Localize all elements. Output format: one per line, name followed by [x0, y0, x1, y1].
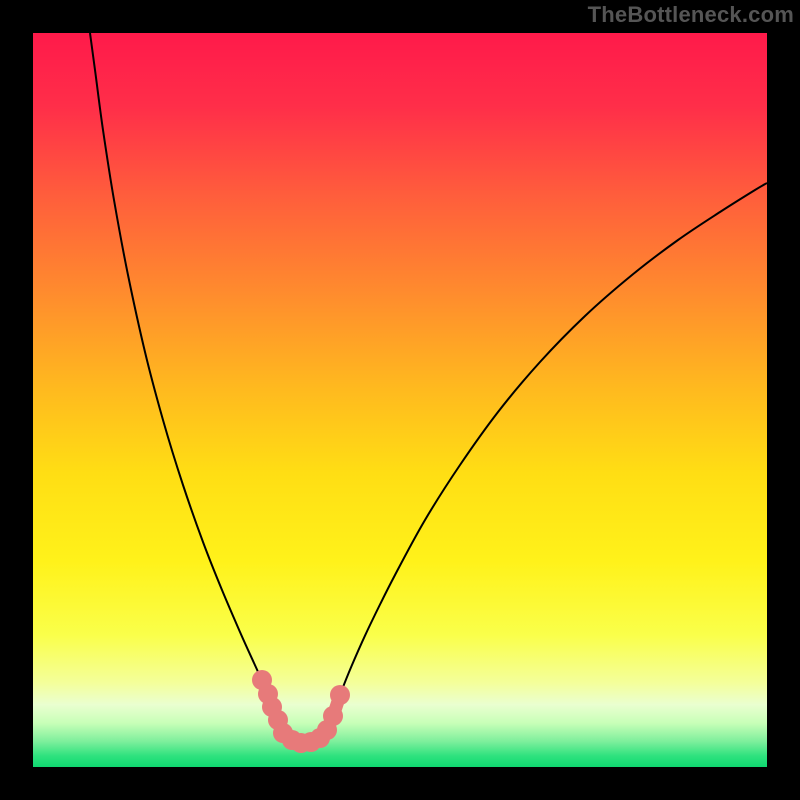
bottleneck-curve-chart: [0, 0, 800, 800]
plot-area: [33, 33, 767, 767]
plot-background-gradient: [33, 33, 767, 767]
chart-stage: TheBottleneck.com: [0, 0, 800, 800]
marker-point: [323, 706, 343, 726]
marker-point: [330, 685, 350, 705]
attribution-text: TheBottleneck.com: [588, 2, 794, 28]
